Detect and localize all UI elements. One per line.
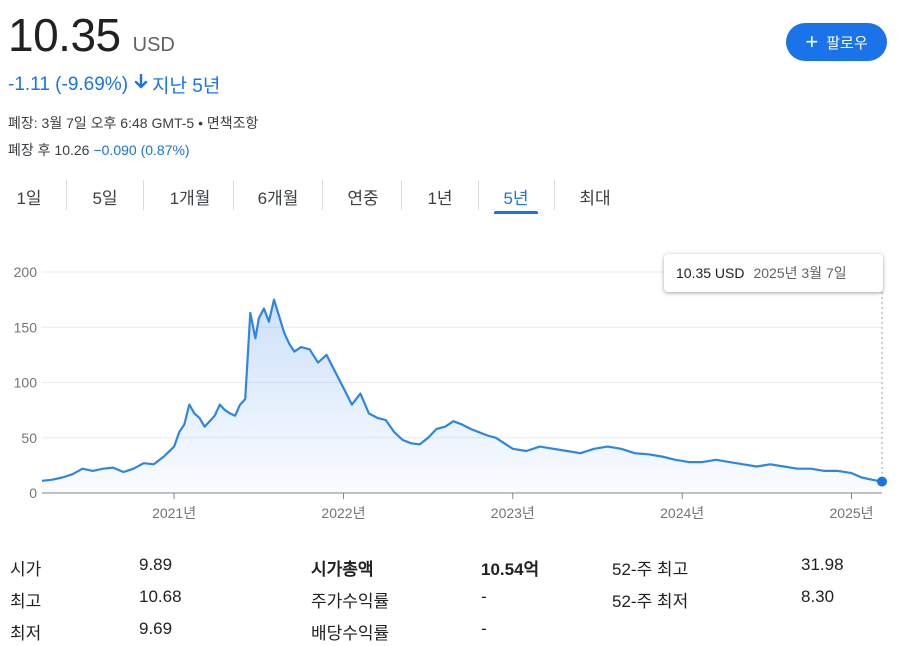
close-info: 폐장: 3월 7일 오후 6:48 GMT-5 • 면책조항 bbox=[8, 115, 259, 131]
range-tabs: 1일 5일 1개월 6개월 연중 1년 5년 최대 bbox=[0, 178, 640, 218]
tab-1d[interactable]: 1일 bbox=[16, 188, 42, 208]
tab-5y[interactable]: 5년 bbox=[503, 188, 529, 208]
stat-52w-low-label: 52-주 최저 bbox=[612, 592, 689, 611]
active-tab-indicator bbox=[494, 211, 538, 214]
stat-div-value: - bbox=[481, 619, 487, 638]
tab-divider bbox=[143, 180, 144, 210]
chart-grid bbox=[42, 271, 882, 439]
tab-divider bbox=[401, 180, 402, 210]
x-axis: 2021년 2022년 2023년 2024년 2025년 bbox=[152, 493, 874, 521]
y-tick-label: 0 bbox=[29, 485, 37, 501]
last-price-marker bbox=[877, 476, 887, 487]
tab-1y[interactable]: 1년 bbox=[427, 188, 453, 208]
after-hours-info: 폐장 후 10.26 −0.090 (0.87%) bbox=[8, 140, 190, 160]
tooltip-price: 10.35 USD bbox=[676, 265, 745, 281]
change-value: -1.11 (-9.69%) bbox=[8, 73, 129, 95]
after-hours-label: 폐장 후 10.26 bbox=[8, 142, 90, 158]
tab-divider bbox=[66, 180, 67, 210]
x-tick-label: 2023년 bbox=[491, 505, 535, 521]
price-area bbox=[42, 299, 882, 493]
stat-pe-value: - bbox=[481, 587, 487, 606]
tab-divider bbox=[233, 180, 234, 210]
tab-1m[interactable]: 1개월 bbox=[169, 188, 211, 208]
tab-divider bbox=[478, 180, 479, 210]
price-line bbox=[41, 298, 883, 483]
x-tick-label: 2021년 bbox=[152, 505, 196, 521]
price-header: 10.35 USD bbox=[8, 8, 175, 62]
stat-low-value: 9.69 bbox=[139, 619, 173, 638]
y-tick-label: 50 bbox=[21, 430, 37, 446]
tab-max[interactable]: 최대 bbox=[579, 188, 611, 208]
stat-52w-high-label: 52-주 최고 bbox=[612, 560, 689, 579]
stat-52w-high-value: 31.98 bbox=[801, 555, 844, 574]
tab-ytd[interactable]: 연중 bbox=[347, 188, 379, 208]
x-tick-label: 2022년 bbox=[321, 505, 365, 521]
stat-low-label: 최저 bbox=[10, 624, 42, 643]
y-tick-label: 200 bbox=[14, 264, 38, 280]
stat-mktcap-label: 시가총액 bbox=[311, 560, 374, 579]
price-change: -1.11 (-9.69%) 지난 5년 bbox=[8, 71, 220, 98]
change-period: 지난 5년 bbox=[152, 76, 221, 97]
stat-pe-label: 주가수익률 bbox=[311, 592, 390, 611]
x-tick-label: 2025년 bbox=[830, 505, 874, 521]
stat-high-value: 10.68 bbox=[139, 587, 182, 606]
follow-label: 팔로우 bbox=[826, 34, 868, 52]
plus-icon: + bbox=[805, 29, 819, 54]
y-axis: 200 150 100 50 0 bbox=[14, 264, 38, 501]
stat-52w-low-value: 8.30 bbox=[801, 587, 835, 606]
chart-tooltip: 10.35 USD 2025년 3월 7일 bbox=[664, 254, 883, 292]
tab-divider bbox=[554, 180, 555, 210]
after-hours-change: −0.090 (0.87%) bbox=[93, 142, 190, 158]
x-tick-label: 2024년 bbox=[660, 505, 704, 521]
stat-mktcap-value: 10.54억 bbox=[481, 560, 540, 579]
current-price: 10.35 bbox=[8, 9, 121, 61]
tab-6m[interactable]: 6개월 bbox=[257, 188, 299, 208]
tab-divider bbox=[322, 180, 323, 210]
follow-button[interactable]: + 팔로우 bbox=[786, 23, 887, 61]
stat-high-label: 최고 bbox=[10, 592, 42, 611]
stat-div-label: 배당수익률 bbox=[311, 624, 390, 643]
stat-open-value: 9.89 bbox=[139, 555, 173, 574]
tab-5d[interactable]: 5일 bbox=[92, 188, 118, 208]
stat-open-label: 시가 bbox=[10, 560, 42, 579]
y-tick-label: 150 bbox=[14, 319, 38, 335]
price-chart[interactable]: 200 150 100 50 0 2021년 2022년 2023년 2024년 2025년 bbox=[0, 250, 898, 530]
tooltip-date: 2025년 3월 7일 bbox=[753, 265, 847, 281]
arrow-down-icon bbox=[134, 73, 148, 96]
currency-label: USD bbox=[132, 34, 175, 56]
y-tick-label: 100 bbox=[14, 375, 38, 391]
